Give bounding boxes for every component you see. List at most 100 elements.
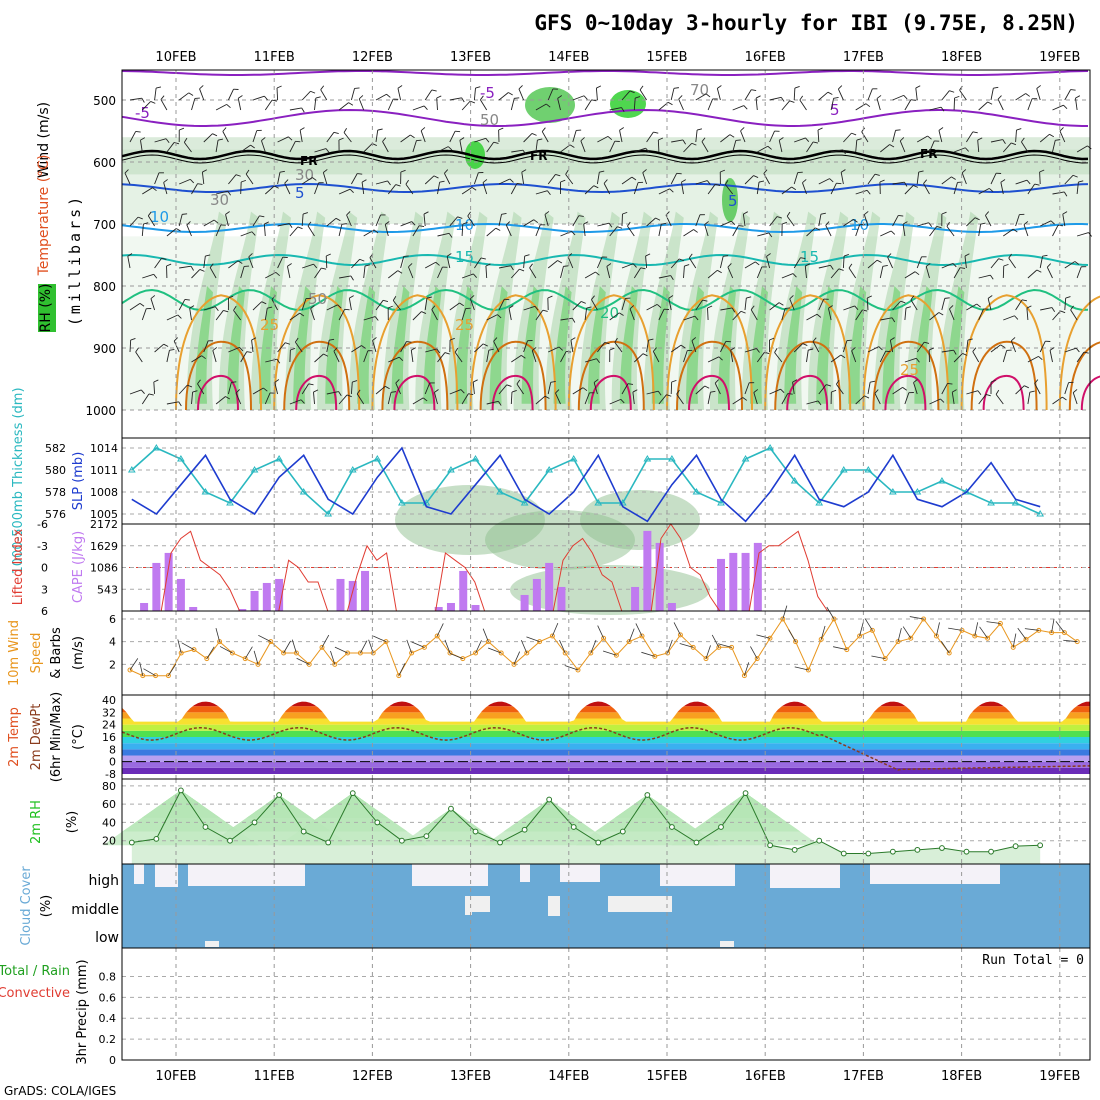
wind-barb-flag [684, 264, 690, 267]
wind-speed-point [319, 644, 325, 650]
contour-label: 15 [455, 248, 474, 266]
wind-barb [621, 298, 626, 311]
wind-barb-flag [591, 99, 597, 102]
wind-barb [572, 95, 585, 101]
wind-barb [154, 172, 160, 185]
wind-barb-flag [423, 105, 428, 111]
wind-barb-flag [731, 220, 736, 226]
cloud-high-gap [155, 864, 178, 887]
wind-barb-flag [789, 100, 795, 103]
rh-point [1037, 842, 1044, 849]
cape-bar [152, 562, 161, 611]
wind-barb-flag [341, 223, 347, 225]
cloud-mid-gap [465, 896, 472, 915]
wind-barb-flag [928, 347, 934, 351]
wind-speed-point [652, 653, 658, 659]
wind-barb [548, 346, 560, 353]
wind-barb-flag [645, 253, 651, 257]
wind-barb [1064, 89, 1072, 101]
wind-barb-flag [808, 348, 814, 351]
wind-speed-point [332, 661, 338, 667]
wind-barb [127, 256, 131, 269]
wind-barb-flag [1074, 261, 1080, 265]
wind-barb [505, 224, 512, 237]
wind-10m-barb [826, 606, 835, 620]
wind-barb-flag [792, 273, 797, 278]
rh-plume-core [914, 286, 933, 404]
wind-barb [424, 89, 433, 101]
wind-barb [769, 96, 782, 101]
wind-barb-flag [718, 356, 723, 361]
wind-barb-flag [261, 137, 266, 141]
wind-barb-flag [851, 132, 857, 136]
wind-barb-flag [406, 341, 412, 343]
wind-barb [614, 342, 623, 353]
wind-barb [252, 215, 260, 227]
wind-barb-flag [312, 177, 317, 181]
date-label-top: 10FEB [155, 50, 196, 65]
wind-barb [222, 131, 229, 143]
wind-barb-flag [928, 222, 933, 228]
thickness-tick: 578 [45, 486, 66, 499]
wind-barb [1003, 315, 1015, 321]
wind-barb [855, 103, 867, 111]
wind-barb-flag [297, 226, 303, 230]
wind-barb [584, 392, 590, 405]
wind-speed-point [729, 644, 735, 650]
wind-barb-flag [867, 295, 872, 299]
wind-barb [938, 130, 943, 143]
wind-barb-flag [802, 343, 808, 346]
wind-barb-flag [471, 186, 477, 191]
wind-barb-flag [1050, 220, 1055, 225]
wind-barb [990, 258, 999, 269]
wind-barb-flag [139, 302, 145, 307]
wind-barb-flag [199, 268, 205, 272]
wind-speed-point [690, 644, 696, 650]
wind-barb-flag [915, 358, 920, 363]
wind-barb-flag [977, 390, 982, 396]
wind-barb-flag [898, 214, 904, 217]
wind-10m-barb [909, 616, 924, 620]
wind-barb [904, 308, 907, 321]
wind-barb [941, 262, 954, 269]
wind-speed-point [895, 639, 901, 645]
wind-barb [531, 350, 537, 363]
wind-barb-flag [333, 347, 338, 352]
temp-color-band [122, 706, 1090, 713]
temp-contour-30 [185, 340, 252, 411]
wind-barb-flag [387, 305, 393, 309]
wind-barb-flag [571, 231, 576, 236]
wind-barb-flag [344, 308, 350, 311]
wind-barb [794, 137, 806, 143]
cape-bar [741, 552, 750, 611]
wind-barb [199, 88, 205, 101]
wind-barb [904, 99, 912, 111]
temp-contour-35 [786, 374, 829, 411]
cape-bar [262, 582, 271, 611]
wind-barb-flag [874, 173, 880, 176]
rh-plume-core [357, 286, 376, 404]
wind-barb-flag [475, 86, 481, 89]
wind-barb-flag [201, 355, 206, 360]
wind-speed-point [255, 661, 261, 667]
temp-contour-35 [589, 374, 632, 411]
thickness-tick: 580 [45, 464, 66, 477]
wind-barb-flag [904, 181, 908, 187]
temp-contour-35 [884, 374, 927, 411]
wind-barb [818, 298, 825, 311]
wind-barb-flag [725, 340, 731, 343]
wind-barb-flag [521, 169, 527, 173]
wind-barb [744, 175, 754, 185]
wind-barb-flag [782, 221, 788, 225]
wind-10m-barb [673, 622, 681, 636]
wind-barb [498, 384, 508, 395]
thickness-series-point [569, 455, 578, 462]
wind-barb-flag [691, 142, 697, 146]
date-label-bottom: 10FEB [155, 1069, 196, 1084]
wind-barb-flag [648, 338, 654, 341]
wind-barb-flag [840, 169, 846, 173]
wind-barb [375, 93, 387, 101]
wind-barb-flag [1046, 263, 1052, 268]
wind-barb-flag [505, 221, 511, 226]
wind-barb [642, 172, 648, 185]
